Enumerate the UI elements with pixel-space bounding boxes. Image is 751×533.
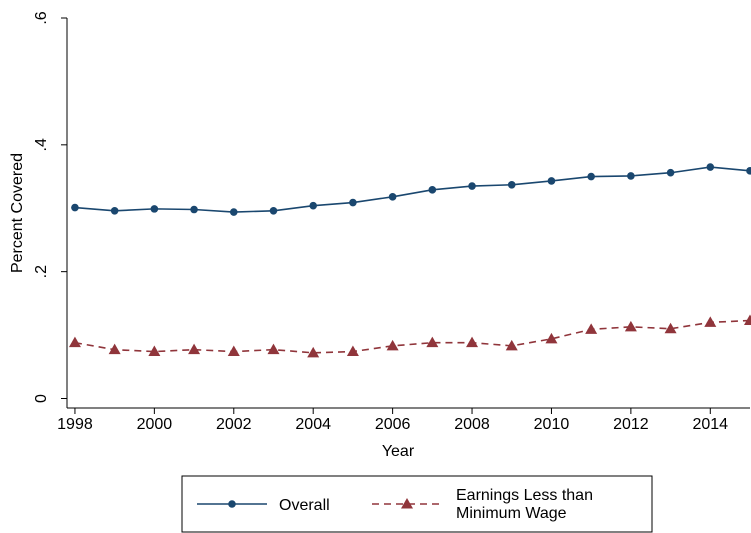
- data-point: [267, 343, 280, 355]
- x-tick-label: 2014: [692, 416, 728, 433]
- data-point: [587, 172, 595, 181]
- legend-label: Earnings Less than Minimum Wage: [456, 487, 593, 522]
- y-axis-label: Percent Covered: [9, 153, 26, 273]
- x-tick-label: 2008: [454, 416, 490, 433]
- y-tick-label: .2: [33, 265, 50, 278]
- data-point: [346, 345, 359, 357]
- data-point: [426, 336, 439, 348]
- data-point: [110, 206, 119, 215]
- series-line: [74, 166, 751, 213]
- data-point: [227, 345, 240, 357]
- x-tick-label: 1998: [57, 416, 93, 433]
- legend-label: Overall: [279, 497, 330, 514]
- x-tick-label: 2002: [216, 416, 252, 433]
- data-point: [188, 343, 201, 355]
- y-tick-label: .4: [33, 138, 50, 151]
- data-point: [307, 346, 320, 358]
- x-tick-label: 2012: [613, 416, 649, 433]
- data-point: [624, 320, 637, 332]
- x-tick-label: 2004: [295, 416, 331, 433]
- x-tick-label: 2006: [375, 416, 411, 433]
- data-point: [468, 182, 476, 190]
- series-line: [74, 319, 751, 354]
- data-point: [71, 203, 79, 212]
- x-tick-label: 2010: [534, 416, 570, 433]
- data-point: [627, 172, 635, 180]
- data-point: [704, 316, 717, 327]
- legend-marker: [401, 498, 413, 509]
- data-point: [507, 180, 516, 189]
- data-point: [309, 201, 317, 210]
- data-point: [585, 323, 598, 334]
- data-point: [466, 336, 479, 348]
- data-point: [547, 177, 556, 185]
- y-tick-label: .6: [33, 11, 50, 24]
- data-point: [229, 208, 238, 216]
- data-point: [269, 206, 278, 215]
- data-point: [349, 198, 357, 207]
- data-point: [190, 205, 198, 214]
- data-point: [148, 345, 161, 357]
- data-point: [428, 186, 437, 194]
- legend-marker: [228, 500, 236, 508]
- data-point: [706, 163, 715, 171]
- data-point: [386, 339, 399, 351]
- data-point: [505, 339, 518, 351]
- data-point: [666, 168, 675, 177]
- x-tick-label: 2000: [137, 416, 173, 433]
- data-point: [746, 167, 751, 175]
- data-point: [545, 332, 558, 344]
- data-point: [664, 322, 677, 334]
- data-point: [150, 205, 159, 213]
- data-point: [68, 336, 81, 348]
- data-point: [744, 314, 751, 325]
- legend-box: [181, 475, 653, 533]
- data-point: [388, 193, 397, 201]
- y-tick-label: 0: [33, 394, 50, 403]
- x-axis-label: Year: [382, 443, 415, 460]
- data-point: [108, 343, 121, 355]
